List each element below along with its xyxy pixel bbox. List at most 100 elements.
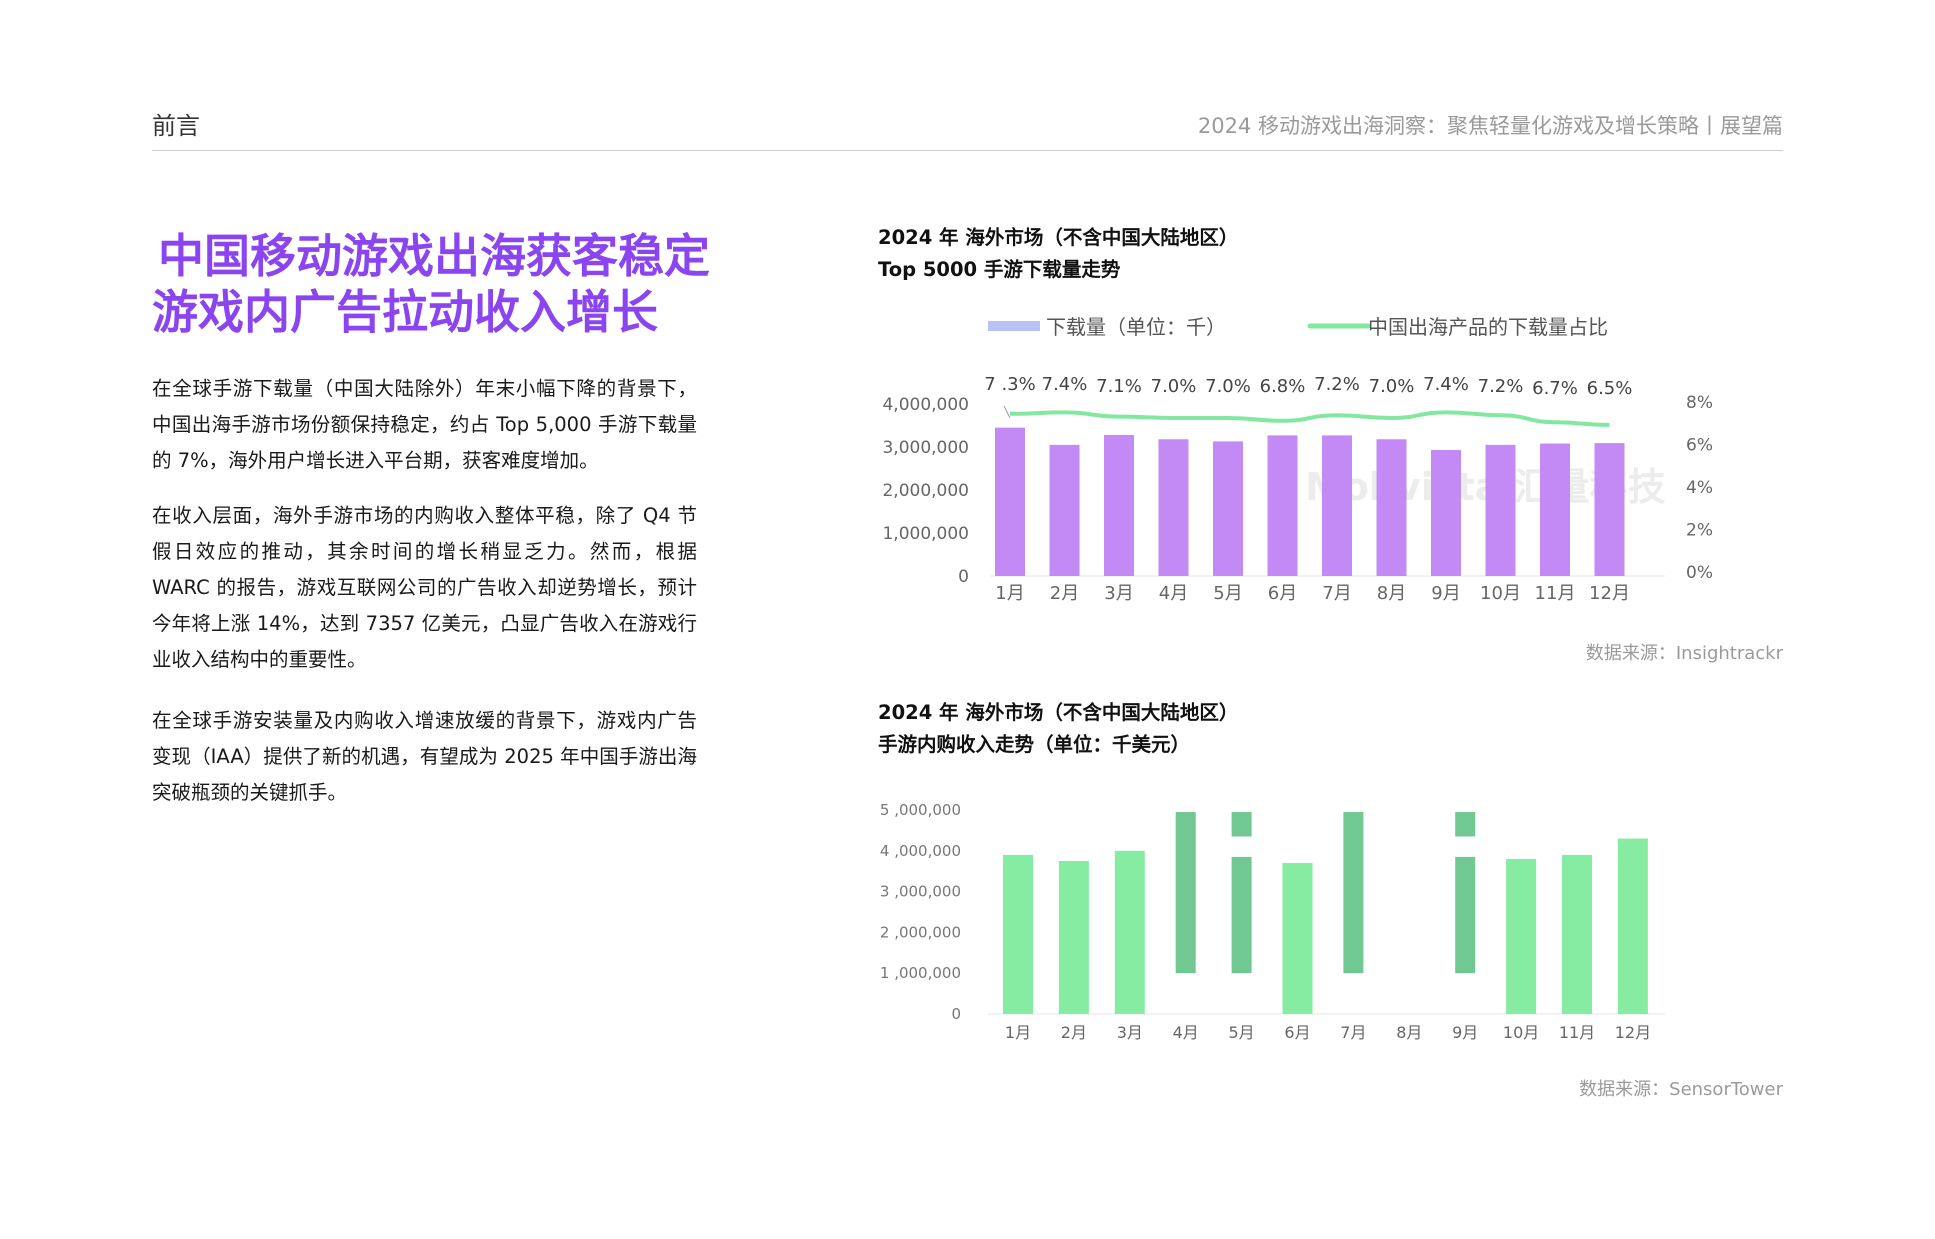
chart1-title-line-1: 2024 年 海外市场（不含中国大陆地区） [878,226,1239,249]
chart1-title-line-2: Top 5000 手游下载量走势 [878,258,1121,281]
share-data-label: 7.4% [1042,374,1088,395]
download-bar [1431,450,1461,576]
download-bar [1376,439,1407,576]
chart2-title-line-1: 2024 年 海外市场（不含中国大陆地区） [878,701,1239,724]
revenue-bar [1282,863,1313,1014]
x-tick-label: 12月 [1589,583,1630,604]
label-leader-line [1003,405,1011,419]
share-data-label: 7.2% [1314,374,1360,395]
headline-line-1: 中国移动游戏出海获客稳定 [158,229,710,283]
share-data-label: 6.7% [1532,378,1578,399]
y-left-tick-label: 0 [958,567,969,587]
download-bar [1267,435,1298,576]
x-tick-label: 9月 [1431,583,1460,604]
share-data-label: 7.0% [1151,376,1197,397]
downloads-chart: 下载量（单位：千） 中国出海产品的下载量占比 Mobvista 汇量科技 01,0… [882,315,1713,604]
x-tick-label: 5月 [1213,583,1242,604]
download-bar [1158,439,1189,576]
legend-downloads-label: 下载量（单位：千） [1046,315,1226,339]
legend-share-label: 中国出海产品的下载量占比 [1368,315,1608,339]
x-tick-label: 10月 [1503,1023,1539,1042]
floating-segment [1231,812,1252,837]
chart1-legend: 下载量（单位：千） 中国出海产品的下载量占比 [988,315,1608,339]
x-tick-label: 11月 [1535,583,1576,604]
y-tick-label: 3 ,000,000 [880,883,961,901]
floating-segment [1231,856,1252,974]
share-data-label: 7.0% [1369,376,1415,397]
y-right-tick-label: 0% [1686,563,1713,583]
y-right-tick-label: 4% [1686,478,1713,498]
x-tick-label: 1月 [1005,1023,1031,1042]
download-bar [1213,441,1243,576]
revenue-bar [1617,838,1648,1014]
share-line [1009,410,1610,427]
chart1-source: 数据来源：Insightrackr [1585,643,1783,664]
share-data-label: 6.8% [1260,376,1306,397]
x-tick-label: 9月 [1452,1023,1478,1042]
y-left-tick-label: 1,000,000 [882,524,969,544]
y-left-tick-label: 2,000,000 [882,481,969,501]
floating-segment [1175,812,1196,974]
revenue-bar [1114,850,1145,1014]
y-right-tick-label: 2% [1686,521,1713,541]
section-label: 前言 [152,112,200,140]
y-tick-label: 0 [951,1005,961,1023]
revenue-chart: 0 1 ,000,000 2 ,000,000 3 ,000,000 4 ,000,00… [880,801,1665,1042]
x-tick-label: 1月 [995,583,1024,604]
share-data-label: 7.2% [1478,376,1524,397]
headline: 中国移动游戏出海获客稳定 游戏内广告拉动收入增长 [152,228,710,340]
x-tick-label: 8月 [1396,1023,1422,1042]
revenue-bar [1562,854,1592,1014]
x-tick-label: 7月 [1322,583,1351,604]
download-bar [1104,434,1134,576]
download-bar [1540,443,1570,576]
x-tick-label: 7月 [1340,1023,1366,1042]
y-right-tick-label: 6% [1686,436,1713,456]
x-tick-label: 3月 [1104,583,1133,604]
floating-segment [1343,812,1364,974]
paragraph-3: 在全球手游安装量及内购收入增速放缓的背景下，游戏内广告变现（IAA）提供了新的机… [152,709,697,804]
share-data-label: 7 .3% [984,374,1035,395]
y-left-tick-label: 3,000,000 [882,438,969,458]
y-tick-label: 1 ,000,000 [880,964,961,982]
legend-downloads-swatch [988,321,1040,331]
x-tick-label: 4月 [1159,583,1188,604]
download-bar [1049,444,1080,576]
x-tick-label: 10月 [1480,583,1521,604]
x-tick-label: 6月 [1268,583,1297,604]
headline-line-2: 游戏内广告拉动收入增长 [152,285,658,339]
header-divider [152,150,1783,151]
share-data-label: 7.4% [1423,374,1469,395]
paragraph-2: 在收入层面，海外手游市场的内购收入整体平稳，除了 Q4 节假日效应的推动，其余时… [152,504,697,671]
download-bar [995,427,1025,576]
x-tick-label: 5月 [1229,1023,1255,1042]
floating-segment [1455,856,1476,974]
report-title: 2024 移动游戏出海洞察：聚焦轻量化游戏及增长策略丨展望篇 [1197,114,1783,138]
x-tick-label: 12月 [1615,1023,1651,1042]
revenue-bar [1506,858,1537,1014]
x-tick-label: 2月 [1050,583,1079,604]
download-bar [1594,443,1625,576]
x-tick-label: 6月 [1284,1023,1310,1042]
revenue-bar [1058,861,1089,1014]
revenue-bar [1003,854,1033,1014]
x-tick-label: 4月 [1173,1023,1199,1042]
download-bar [1322,435,1352,576]
paragraph-1: 在全球手游下载量（中国大陆除外）年末小幅下降的背景下，中国出海手游市场份额保持稳… [152,377,697,472]
download-bar [1485,444,1516,576]
chart2-source: 数据来源：SensorTower [1579,1079,1783,1100]
share-data-label: 7.0% [1205,376,1251,397]
y-left-tick-label: 4,000,000 [882,395,969,415]
share-data-label: 7.1% [1096,376,1142,397]
x-tick-label: 8月 [1377,583,1406,604]
y-right-tick-label: 8% [1686,393,1713,413]
chart2-title-line-2: 手游内购收入走势（单位：千美元） [878,733,1191,756]
x-tick-label: 3月 [1117,1023,1143,1042]
y-tick-label: 4 ,000,000 [880,842,961,860]
share-data-label: 6.5% [1587,378,1633,399]
floating-segment [1455,812,1476,837]
y-tick-label: 2 ,000,000 [880,923,961,941]
y-tick-label: 5 ,000,000 [880,801,961,819]
x-tick-label: 2月 [1061,1023,1087,1042]
x-tick-label: 11月 [1559,1023,1595,1042]
